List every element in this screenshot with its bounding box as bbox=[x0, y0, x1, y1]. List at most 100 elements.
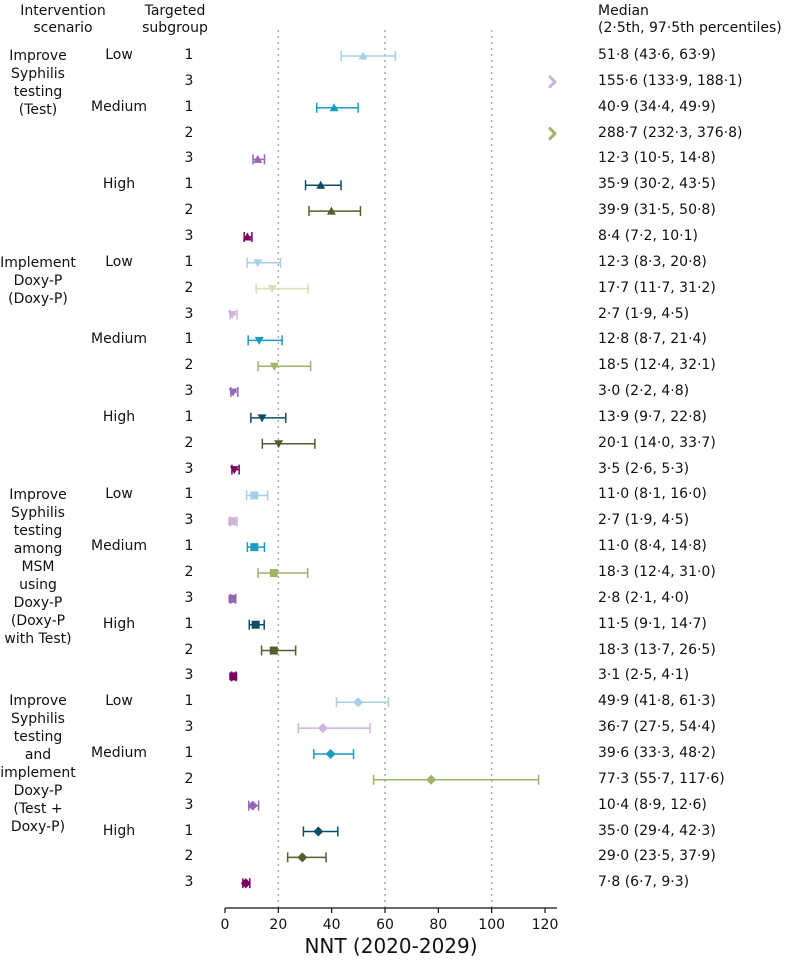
median-value: 8·4 (7·2, 10·1) bbox=[598, 227, 698, 244]
subgroup-label: 3 bbox=[184, 150, 194, 167]
median-marker bbox=[313, 826, 324, 837]
level-label: Medium bbox=[91, 538, 147, 555]
median-marker bbox=[253, 259, 263, 268]
subgroup-label: 3 bbox=[184, 796, 194, 813]
median-marker bbox=[316, 180, 326, 189]
median-marker bbox=[228, 594, 237, 603]
median-value: 18·3 (12·4, 31·0) bbox=[598, 564, 716, 580]
median-value: 12·3 (10·5, 14·8) bbox=[598, 150, 716, 167]
data-point bbox=[250, 412, 287, 423]
data-point bbox=[252, 154, 266, 165]
median-marker bbox=[254, 336, 264, 345]
median-value: 2·7 (1·9, 4·5) bbox=[598, 305, 690, 322]
data-point bbox=[257, 568, 309, 578]
level-label: Low bbox=[105, 486, 133, 503]
level-label: Medium bbox=[91, 331, 147, 348]
subgroup-label: 1 bbox=[184, 98, 194, 115]
gridlines bbox=[277, 30, 493, 908]
scenario-header: Intervention scenario bbox=[20, 3, 106, 36]
data-point bbox=[302, 826, 339, 837]
data-point bbox=[297, 723, 371, 734]
subgroup-label: 3 bbox=[184, 227, 194, 244]
median-value: 20·1 (14·0, 33·7) bbox=[598, 434, 716, 451]
median-value: 12·3 (8·3, 20·8) bbox=[598, 253, 707, 270]
subgroup-label: 2 bbox=[184, 641, 194, 658]
median-value: 35·0 (29·4, 42·3) bbox=[598, 822, 716, 839]
subgroup-label: 3 bbox=[184, 72, 194, 89]
median-value: 29·0 (23·5, 37·9) bbox=[598, 848, 716, 865]
median-value: 3·0 (2·2, 4·8) bbox=[598, 383, 690, 400]
median-header: Median (2·5th, 97·5th percentiles) bbox=[598, 3, 782, 36]
median-value: 11·0 (8·4, 14·8) bbox=[598, 538, 707, 555]
data-point bbox=[548, 75, 557, 89]
subgroup-label: 2 bbox=[184, 848, 194, 865]
median-marker bbox=[250, 491, 259, 500]
subgroup-label: 3 bbox=[184, 589, 194, 606]
x-tick-label: 20 bbox=[269, 917, 287, 933]
subgroup-label: 3 bbox=[184, 460, 194, 477]
median-value: 36·7 (27·5, 54·4) bbox=[598, 719, 716, 736]
median-value: 3·5 (2·6, 5·3) bbox=[598, 460, 690, 477]
data-point bbox=[247, 335, 283, 346]
median-marker bbox=[242, 232, 252, 241]
data-point bbox=[228, 387, 239, 398]
median-value: 12·8 (8·7, 21·4) bbox=[598, 331, 707, 348]
median-value: 35·9 (30·2, 43·5) bbox=[598, 176, 716, 193]
subgroup-label: 1 bbox=[184, 47, 194, 63]
data-point bbox=[313, 748, 355, 759]
level-label: High bbox=[102, 408, 136, 425]
subgroup-label: 3 bbox=[184, 305, 194, 322]
median-marker bbox=[274, 440, 284, 449]
data-point bbox=[255, 283, 309, 294]
data-point bbox=[227, 309, 238, 320]
level-label: Low bbox=[105, 253, 133, 270]
median-marker bbox=[257, 414, 267, 423]
x-tick-label: 60 bbox=[376, 917, 394, 933]
level-label: High bbox=[102, 615, 136, 632]
median-marker bbox=[326, 206, 336, 215]
median-marker bbox=[267, 285, 277, 294]
data-point bbox=[257, 361, 312, 372]
subgroup-label: 1 bbox=[184, 331, 194, 348]
level-label: Medium bbox=[91, 98, 147, 115]
data-marks bbox=[227, 51, 557, 889]
median-marker bbox=[253, 154, 263, 163]
median-marker bbox=[247, 800, 258, 811]
data-point bbox=[335, 697, 390, 708]
subgroup-label: 2 bbox=[184, 124, 194, 141]
subgroup-label: 1 bbox=[184, 615, 194, 632]
level-label: Medium bbox=[91, 744, 147, 761]
data-point bbox=[245, 490, 269, 501]
median-marker bbox=[229, 466, 239, 475]
offscale-arrow bbox=[548, 75, 557, 89]
median-value: 3·1 (2·5, 4·1) bbox=[598, 667, 690, 684]
subgroup-label: 3 bbox=[184, 512, 194, 529]
scenario-label-doxyp-with-test: Improve Syphilis testing among MSM using… bbox=[4, 487, 72, 647]
level-label: Low bbox=[105, 47, 133, 63]
median-value: 11·5 (9·1, 14·7) bbox=[598, 615, 707, 632]
median-marker bbox=[269, 362, 279, 371]
subgroup-header: Targeted subgroup bbox=[142, 3, 208, 36]
x-tick-label: 40 bbox=[323, 917, 341, 933]
median-marker bbox=[358, 51, 368, 60]
median-value: 17·7 (11·7, 31·2) bbox=[598, 279, 716, 296]
x-tick-label: 100 bbox=[478, 917, 505, 933]
median-marker bbox=[227, 311, 237, 319]
subgroup-label: 2 bbox=[184, 770, 194, 787]
median-value: 39·9 (31·5, 50·8) bbox=[598, 202, 716, 219]
median-value: 18·5 (12·4, 32·1) bbox=[598, 357, 716, 374]
data-point bbox=[315, 102, 359, 113]
median-value: 155·6 (133·9, 188·1) bbox=[598, 72, 743, 89]
x-tick-label: 120 bbox=[532, 917, 559, 933]
subgroup-label: 1 bbox=[184, 822, 194, 839]
x-tick-label: 80 bbox=[429, 917, 447, 933]
data-point bbox=[372, 774, 540, 785]
median-marker bbox=[325, 748, 336, 759]
median-value: 49·9 (41·8, 61·3) bbox=[598, 693, 716, 710]
data-point bbox=[229, 464, 240, 475]
x-axis: 0 20 40 60 80 100 120 bbox=[221, 907, 559, 933]
median-value: 2·8 (2·1, 4·0) bbox=[598, 589, 690, 606]
level-label: Low bbox=[105, 693, 133, 710]
data-point bbox=[340, 51, 397, 61]
median-marker bbox=[269, 646, 278, 655]
